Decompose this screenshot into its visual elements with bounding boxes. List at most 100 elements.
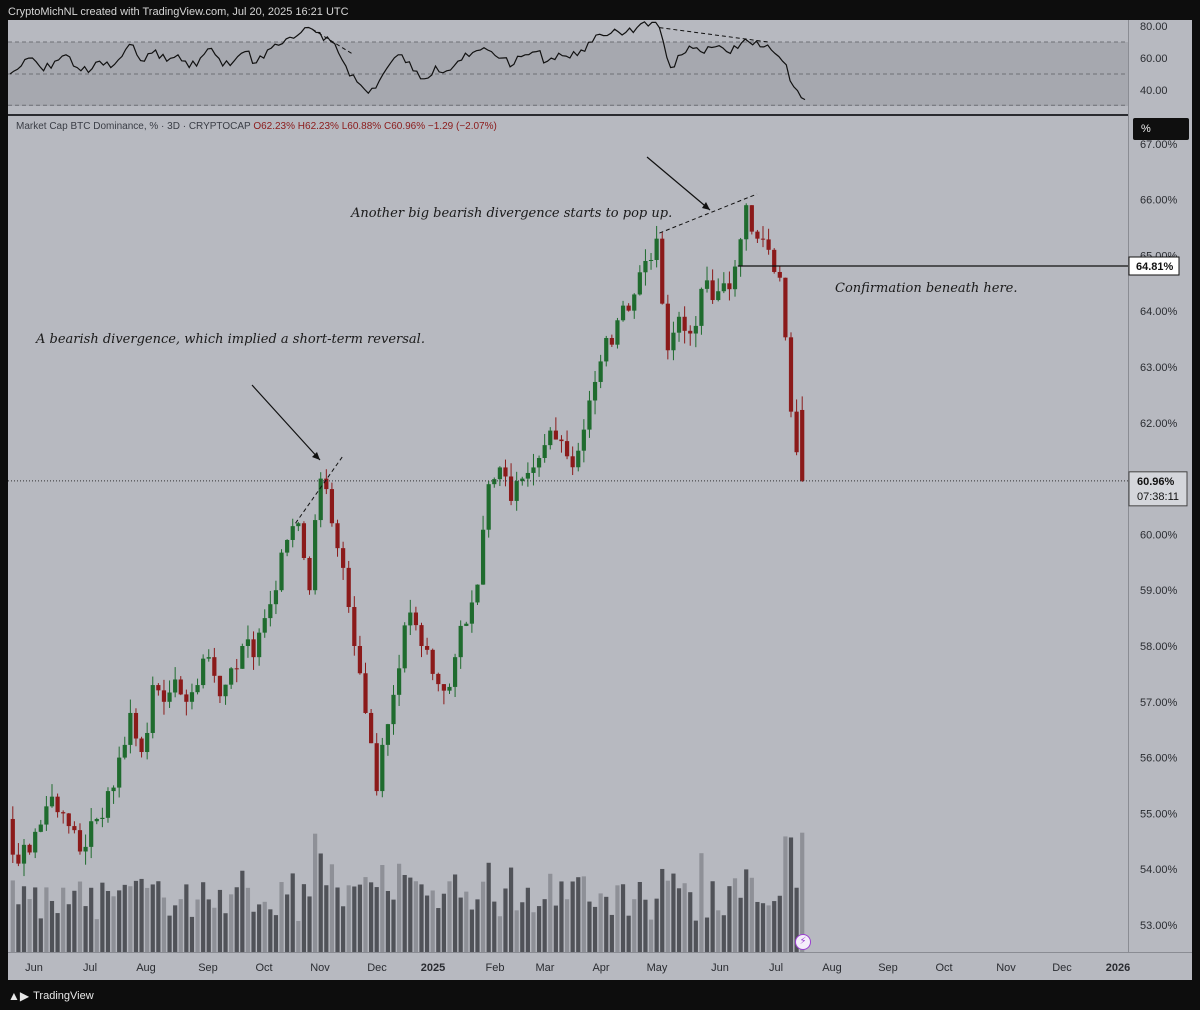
annotation-arrow <box>251 384 321 461</box>
volume-bar <box>615 885 620 952</box>
volume-bar <box>620 884 626 952</box>
candle-body <box>536 457 542 468</box>
tradingview-logo[interactable]: ▲▶ TradingView <box>8 988 94 1004</box>
candle-body <box>268 604 273 619</box>
volume-bar <box>520 902 525 952</box>
volume-bar <box>755 901 760 952</box>
volume-bar <box>721 915 726 952</box>
time-tick-label: May <box>647 962 668 974</box>
candle-body <box>33 831 38 853</box>
time-tick-label: Sep <box>878 962 898 974</box>
volume-bar <box>727 886 732 952</box>
volume-bar <box>83 906 88 952</box>
candle-body <box>77 830 83 852</box>
volume-bar <box>559 881 564 952</box>
volume-bar <box>223 913 228 952</box>
time-tick-label: Dec <box>1052 962 1072 974</box>
percent-scale-button[interactable]: % <box>1133 118 1189 140</box>
volume-bar <box>486 862 491 952</box>
volume-bar <box>89 887 94 952</box>
volume-layer <box>10 832 805 952</box>
candle-body <box>49 796 55 807</box>
volume-bar <box>704 917 710 952</box>
volume-bar <box>402 874 407 952</box>
volume-bar <box>391 899 396 952</box>
volume-bar <box>145 887 150 952</box>
candle-body <box>223 684 228 697</box>
volume-bar <box>77 881 83 952</box>
volume-bar <box>738 897 743 952</box>
volume-bar <box>55 913 60 952</box>
volume-bar <box>61 887 66 952</box>
volume-bar <box>413 881 418 952</box>
volume-bar <box>167 915 172 952</box>
candle-body <box>654 238 659 260</box>
volume-bar <box>313 833 318 952</box>
candle-body <box>94 818 99 822</box>
volume-bar <box>637 881 642 952</box>
volume-bar <box>352 886 357 952</box>
lightning-icon[interactable]: ⚡ <box>795 934 811 950</box>
volume-bar <box>587 901 592 952</box>
volume-bar <box>749 877 754 952</box>
time-tick-label: Sep <box>198 962 218 974</box>
rsi-divergence-line <box>659 27 769 43</box>
volume-bar <box>27 899 32 952</box>
annotation-arrow <box>646 156 711 211</box>
candle-body <box>279 552 284 591</box>
volume-bar <box>542 899 547 952</box>
candle-body <box>576 450 581 468</box>
volume-bar <box>777 895 782 952</box>
candle-body <box>598 361 603 382</box>
candle-body <box>335 523 340 549</box>
volume-bar <box>217 889 223 952</box>
candle-body <box>212 657 217 676</box>
candle-body <box>352 607 357 646</box>
candle-body <box>660 238 665 304</box>
candle-body <box>665 303 670 351</box>
legend-close: C60.96% <box>383 121 426 132</box>
volume-bar <box>783 836 788 952</box>
candle-body <box>313 520 318 591</box>
candle-body <box>581 429 586 451</box>
price-pane[interactable] <box>8 116 1128 952</box>
candle-body <box>772 249 777 272</box>
volume-bar <box>16 904 21 952</box>
candle-body <box>727 283 732 290</box>
candle-body <box>178 679 183 695</box>
volume-bar <box>21 886 27 952</box>
volume-bar <box>564 899 570 952</box>
candle-body <box>21 844 27 864</box>
legend-change: −1.29 (−2.07%) <box>427 121 497 132</box>
volume-bar <box>251 911 256 952</box>
candle-body <box>240 646 245 669</box>
volume-bar <box>184 884 189 952</box>
volume-bar <box>665 880 670 952</box>
symbol-legend[interactable]: Market Cap BTC Dominance, % · 3D · CRYPT… <box>16 120 497 134</box>
pane-separator[interactable] <box>8 114 1192 116</box>
time-tick-label: Oct <box>935 962 952 974</box>
candle-body <box>245 639 251 646</box>
time-axis[interactable] <box>8 952 1192 980</box>
price-tick-label: 54.00% <box>1140 864 1178 876</box>
price-tick-label: 66.00% <box>1140 195 1178 207</box>
candle-body <box>710 280 715 301</box>
volume-bar <box>447 881 452 952</box>
axis-layer: 80.00 60.00 40.00 53.00% 54.00% 55.00% 56.00% 5… <box>25 21 1188 974</box>
candle-body <box>251 639 256 658</box>
price-tick-label: 60.00% <box>1140 529 1178 541</box>
volume-bar <box>385 890 391 952</box>
volume-bar <box>732 878 738 952</box>
candle-layer <box>10 203 805 877</box>
volume-bar <box>234 887 239 952</box>
volume-bar <box>514 910 519 952</box>
volume-bar <box>632 899 637 952</box>
volume-bar <box>503 888 508 952</box>
candle-body <box>760 238 766 240</box>
candle-body <box>150 685 155 733</box>
candle-body <box>100 817 105 819</box>
price-divergence-line <box>659 193 758 234</box>
volume-bar <box>469 909 474 952</box>
